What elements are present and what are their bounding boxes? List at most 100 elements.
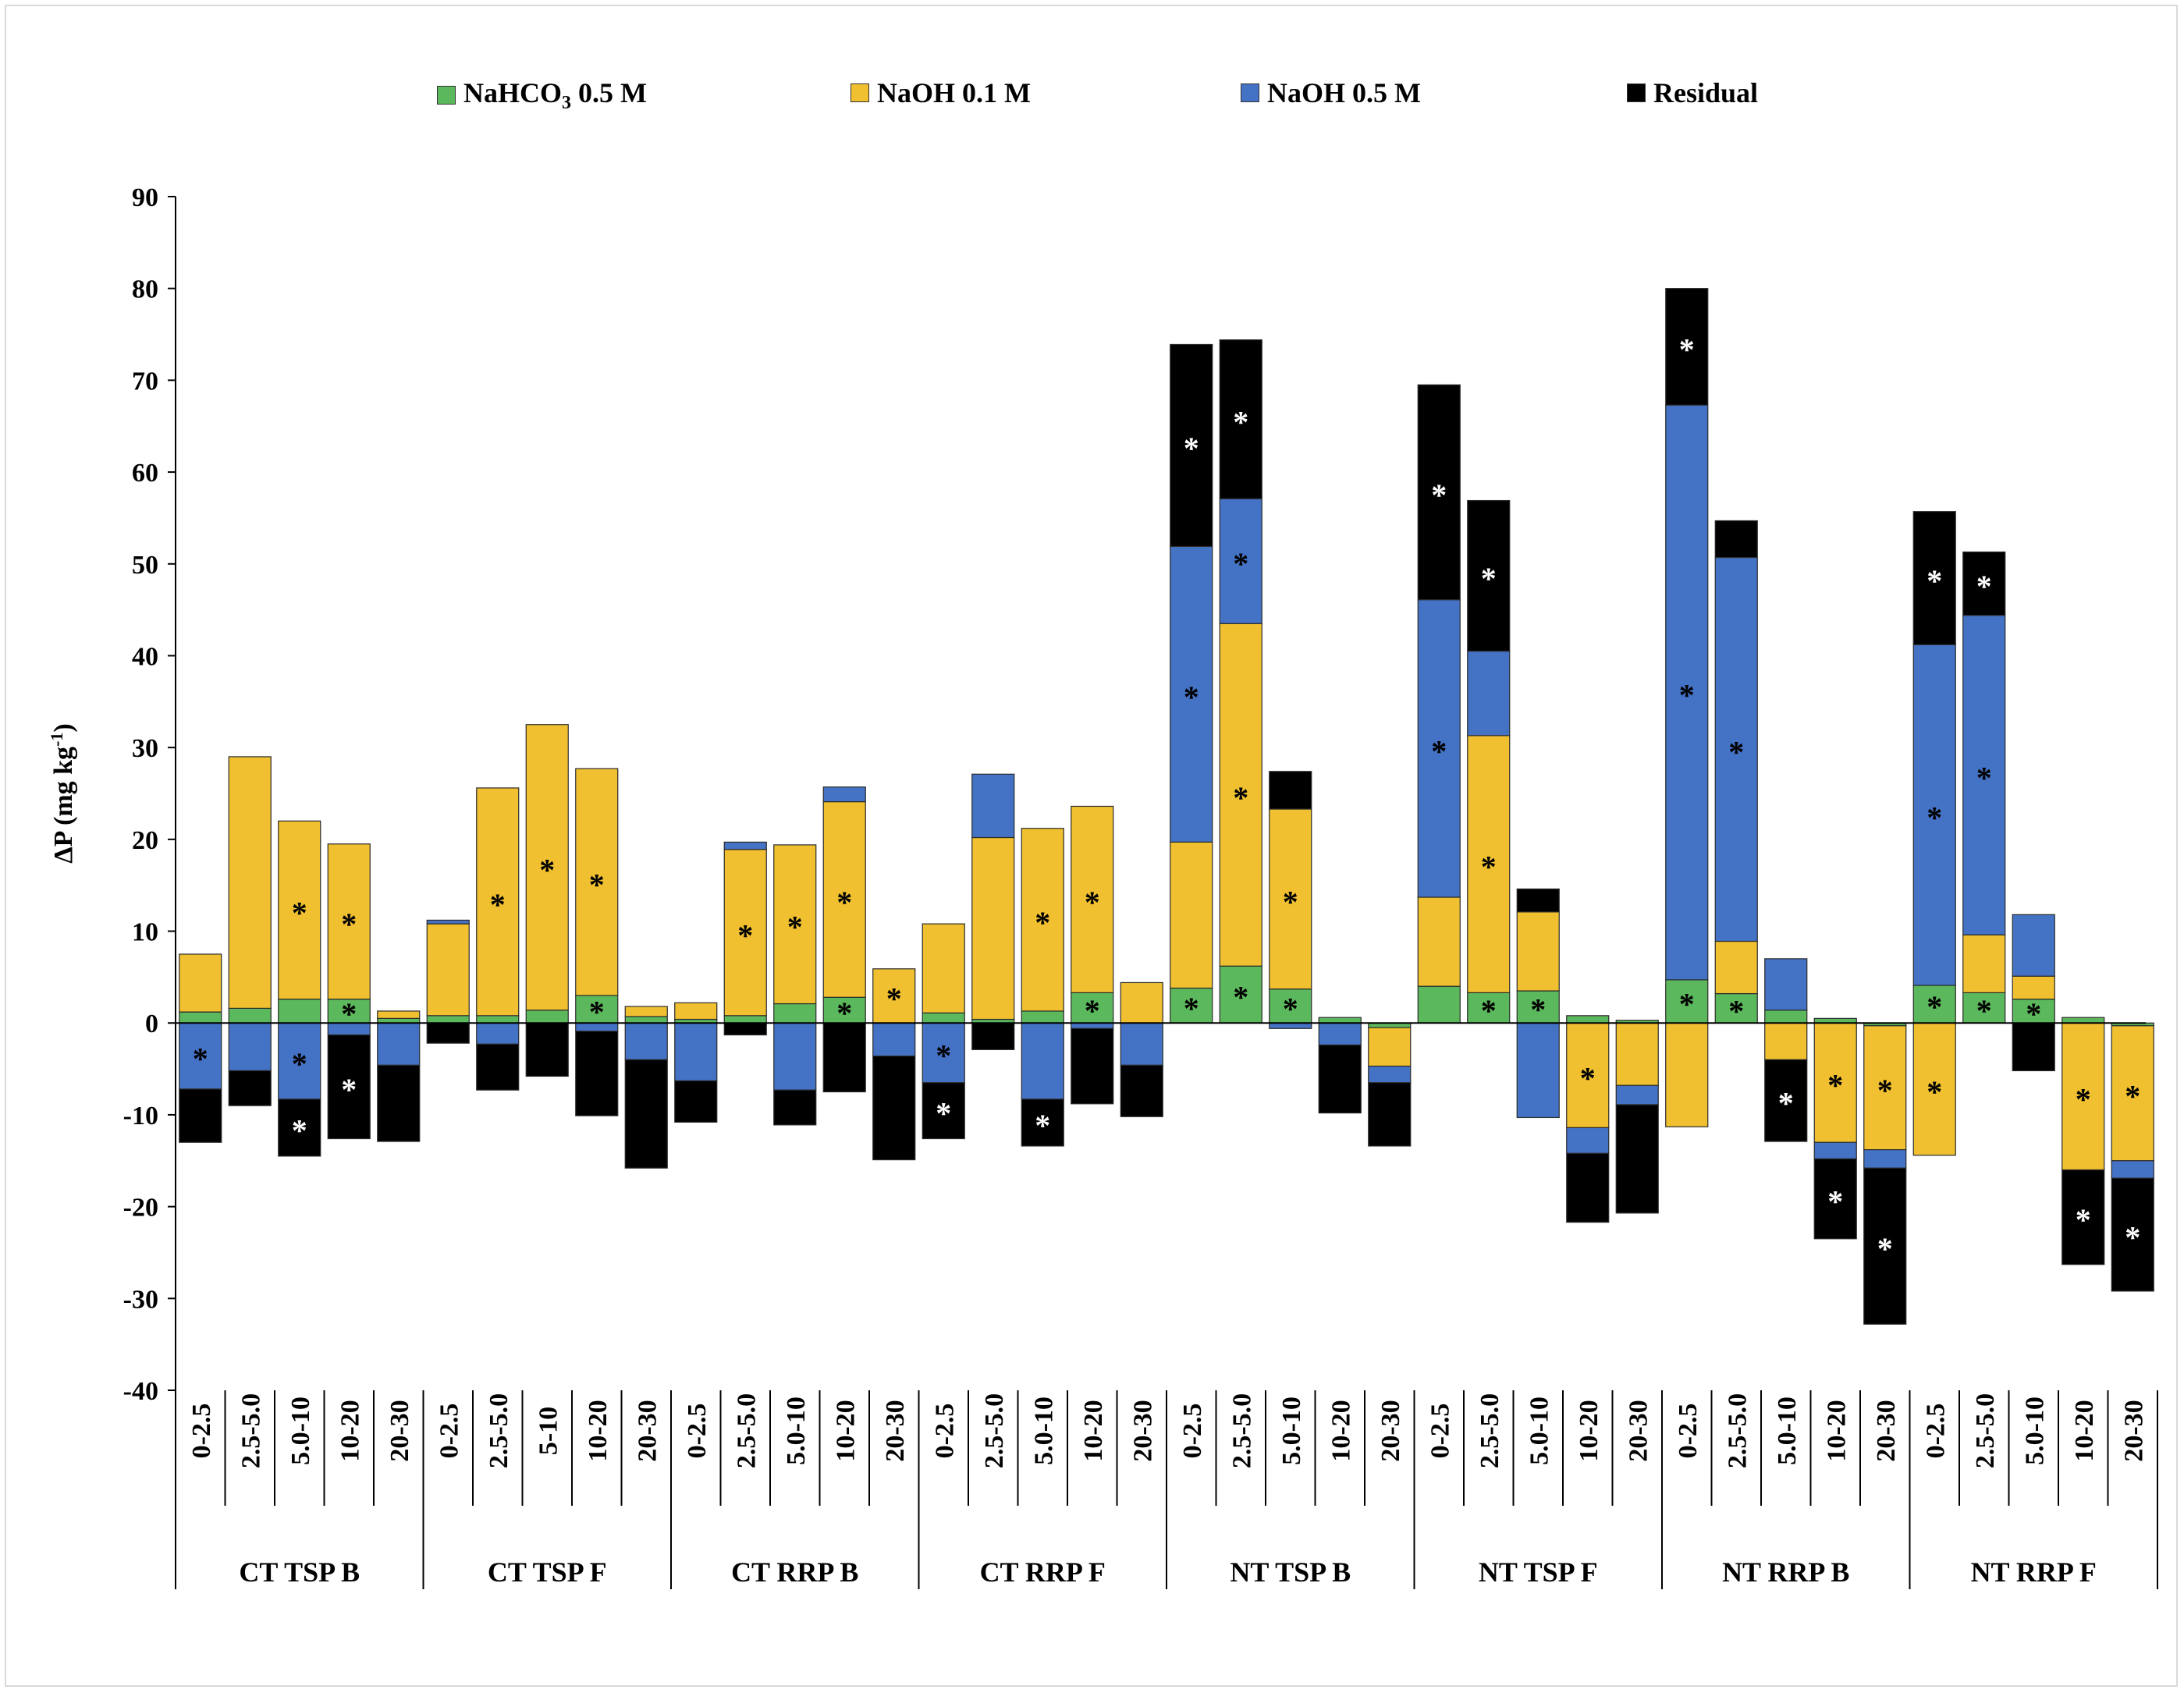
depth-label: 2.5-5.0 xyxy=(1476,1393,1504,1468)
bar-segment-naoh01 xyxy=(971,836,1015,1020)
depth-label: 5.0-10 xyxy=(782,1397,811,1465)
depth-label: 2.5-5.0 xyxy=(1723,1393,1752,1468)
bar-segment-naoh01 xyxy=(872,968,916,1024)
bar-segment-residual xyxy=(1219,339,1262,499)
depth-label: 10-20 xyxy=(831,1400,860,1461)
bar-segment-residual xyxy=(2012,1022,2055,1072)
group-label: NT RRP B xyxy=(1722,1556,1849,1588)
significance-asterisk: * xyxy=(1927,800,1942,836)
bar-segment-residual xyxy=(773,1089,817,1126)
significance-asterisk: * xyxy=(1530,992,1546,1028)
bar-segment-residual xyxy=(723,1022,767,1036)
y-tick-label: 0 xyxy=(145,1010,158,1038)
group-label: NT RRP F xyxy=(1971,1556,2097,1588)
bar-segment-naoh01 xyxy=(179,953,222,1013)
significance-asterisk: * xyxy=(1233,546,1248,581)
significance-asterisk: * xyxy=(936,1096,951,1131)
significance-asterisk: * xyxy=(886,981,902,1017)
significance-asterisk: * xyxy=(1481,850,1497,885)
bar-segment-naoh05 xyxy=(1120,1022,1163,1066)
bar-segment-residual xyxy=(1417,384,1461,601)
bar-segment-residual xyxy=(525,1022,569,1077)
depth-label: 0-2.5 xyxy=(930,1404,959,1459)
significance-asterisk: * xyxy=(787,910,803,945)
bar-segment-naoh05 xyxy=(1071,1022,1114,1029)
bar-segment-naoh01 xyxy=(575,768,619,996)
legend-label-nahco3: NaHCO3 0.5 M xyxy=(463,77,647,114)
y-tick-label: 30 xyxy=(132,734,158,763)
significance-asterisk: * xyxy=(1877,1231,1893,1266)
significance-asterisk: * xyxy=(292,1113,307,1148)
significance-asterisk: * xyxy=(1233,780,1248,815)
bar-segment-naoh05 xyxy=(1269,1022,1312,1029)
bar-segment-naoh01 xyxy=(327,843,371,1000)
group-label: NT TSP F xyxy=(1479,1556,1598,1588)
significance-asterisk: * xyxy=(1778,1086,1794,1121)
bar-segment-naoh05 xyxy=(1863,1149,1907,1169)
bar-segment-residual xyxy=(1368,1082,1412,1147)
significance-asterisk: * xyxy=(589,995,605,1030)
depth-label: 2.5-5.0 xyxy=(980,1393,1009,1468)
bar-segment-naoh01 xyxy=(377,1010,421,1019)
significance-asterisk: * xyxy=(1481,993,1497,1028)
depth-label: 5.0-10 xyxy=(1773,1397,1802,1465)
bar-segment-nahco3 xyxy=(476,1015,520,1024)
significance-asterisk: * xyxy=(1233,980,1248,1015)
y-tick-label: 50 xyxy=(132,551,158,580)
depth-label: 20-30 xyxy=(633,1400,662,1461)
bar-segment-residual xyxy=(1318,1044,1362,1114)
bar-segment-naoh05 xyxy=(1219,498,1262,624)
bar-segment-naoh01 xyxy=(922,923,965,1013)
significance-asterisk: * xyxy=(292,1046,307,1081)
significance-asterisk: * xyxy=(539,853,555,888)
bar-segment-naoh01 xyxy=(1021,828,1064,1012)
bar-segment-naoh05 xyxy=(1615,1084,1659,1106)
y-tick-label: -10 xyxy=(123,1102,158,1130)
depth-label: 0-2.5 xyxy=(683,1404,712,1459)
significance-asterisk: * xyxy=(1085,993,1100,1028)
significance-asterisk: * xyxy=(1283,884,1298,919)
bar-segment-naoh01 xyxy=(674,1002,718,1020)
bar-segment-naoh05 xyxy=(624,1022,668,1060)
depth-label: 5.0-10 xyxy=(2020,1397,2049,1465)
y-tick-label: -40 xyxy=(123,1377,158,1406)
significance-asterisk: * xyxy=(292,895,307,930)
bar-segment-naoh05 xyxy=(773,1022,817,1091)
bar-segment-naoh01 xyxy=(1071,805,1114,993)
significance-asterisk: * xyxy=(1233,404,1248,439)
bar-segment-naoh01 xyxy=(525,724,569,1011)
depth-label: 5-10 xyxy=(534,1407,563,1455)
depth-label: 20-30 xyxy=(1624,1400,1653,1461)
bar-segment-nahco3 xyxy=(1912,985,1956,1024)
bar-segment-residual xyxy=(1665,288,1709,406)
bar-segment-naoh05 xyxy=(476,1022,520,1045)
bar-segment-residual xyxy=(327,1034,371,1140)
bar-segment-naoh05 xyxy=(2012,914,2055,977)
significance-asterisk: * xyxy=(1927,989,1942,1024)
depth-label: 20-30 xyxy=(385,1400,414,1461)
bar-segment-residual xyxy=(674,1080,718,1123)
bar-segment-naoh01 xyxy=(1170,841,1213,989)
significance-asterisk: * xyxy=(193,1042,208,1077)
bar-segment-naoh01 xyxy=(1665,1022,1709,1127)
significance-asterisk: * xyxy=(1431,733,1447,768)
bar-segment-nahco3 xyxy=(179,1011,222,1024)
depth-label: 0-2.5 xyxy=(187,1404,216,1459)
bar-segment-nahco3 xyxy=(575,995,619,1024)
bar-segment-nahco3 xyxy=(1714,992,1758,1024)
legend-label-residual: Residual xyxy=(1653,77,1759,108)
bar-segment-naoh01 xyxy=(2012,975,2055,1000)
significance-asterisk: * xyxy=(1976,993,1992,1028)
depth-label: 0-2.5 xyxy=(1178,1404,1207,1459)
legend-item-residual: Residual xyxy=(1627,76,1758,109)
bar-segment-naoh01 xyxy=(1368,1027,1412,1067)
depth-label: 2.5-5.0 xyxy=(1971,1393,2000,1468)
bar-segment-naoh05 xyxy=(426,919,470,925)
bar-segment-naoh01 xyxy=(1516,911,1560,992)
y-tick-label: 90 xyxy=(132,183,158,212)
bar-segment-naoh05 xyxy=(278,1022,321,1100)
bar-segment-naoh05 xyxy=(723,841,767,850)
bar-segment-naoh05 xyxy=(1516,1022,1560,1119)
chart-frame xyxy=(5,5,2178,1687)
bar-segment-nahco3 xyxy=(1516,990,1560,1024)
